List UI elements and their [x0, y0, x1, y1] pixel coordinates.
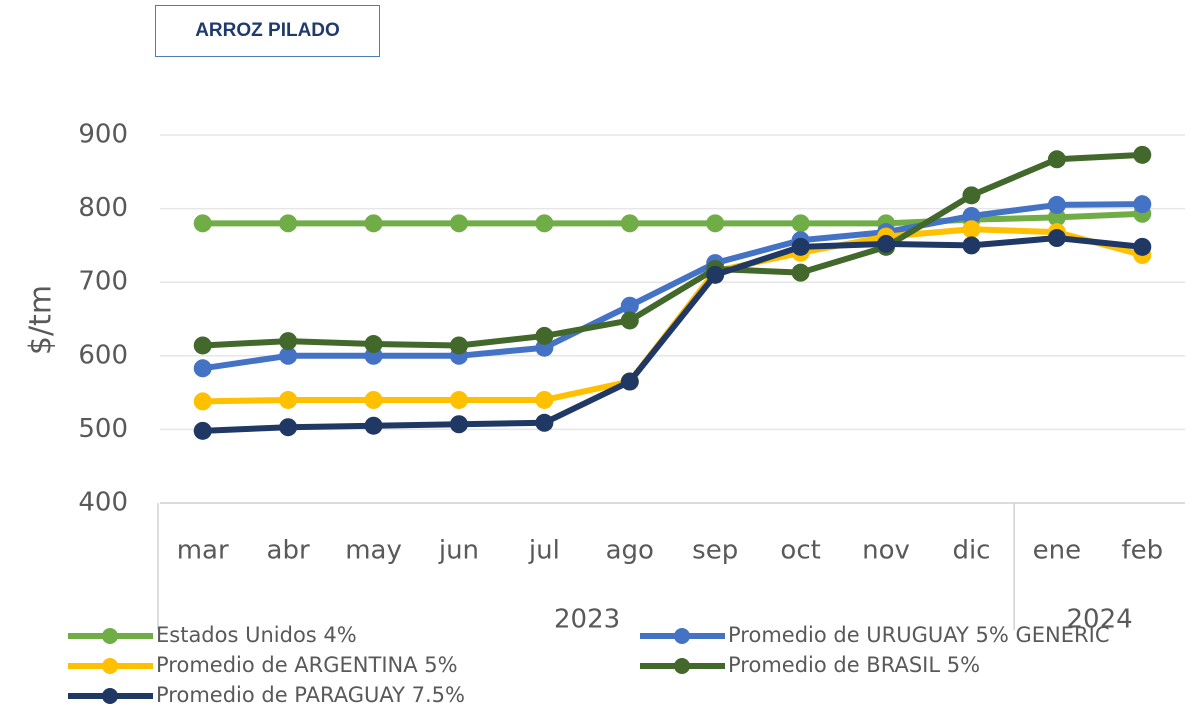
y-tick-label: 800: [78, 193, 128, 223]
data-point: [535, 326, 554, 345]
data-point: [877, 234, 896, 253]
data-point: [449, 336, 468, 355]
y-tick-label: 400: [78, 488, 128, 518]
y-axis-label: $/tm: [24, 285, 59, 355]
data-point: [535, 214, 554, 233]
data-point: [962, 206, 981, 225]
data-point: [791, 214, 810, 233]
data-point: [279, 214, 298, 233]
x-tick-label: mar: [177, 536, 229, 566]
series-line: [202, 226, 1144, 405]
data-point: [791, 237, 810, 256]
series-line: [202, 201, 1143, 372]
x-tick-label: nov: [862, 536, 910, 566]
legend-label: Promedio de ARGENTINA 5%: [156, 653, 458, 677]
data-point: [193, 336, 212, 355]
data-point: [620, 311, 639, 330]
data-point: [706, 265, 725, 284]
data-point: [1047, 208, 1066, 227]
data-point: [193, 392, 212, 411]
data-point: [706, 214, 725, 233]
x-tick-label: ago: [606, 536, 654, 566]
legend-label: Estados Unidos 4%: [156, 623, 357, 647]
data-point: [193, 421, 212, 440]
x-tick-label: abr: [267, 536, 310, 566]
data-point: [279, 346, 298, 365]
data-point: [449, 214, 468, 233]
data-point: [620, 372, 639, 391]
legend-marker: [674, 628, 690, 644]
chart-title: ARROZ PILADO: [155, 5, 380, 57]
data-point: [364, 335, 383, 354]
y-tick-label: 900: [78, 120, 128, 150]
data-point: [535, 390, 554, 409]
legend-marker: [102, 658, 118, 674]
data-point: [1047, 195, 1066, 214]
y-tick-label: 700: [78, 267, 128, 297]
x-tick-label: feb: [1121, 536, 1163, 566]
data-point: [1133, 237, 1152, 256]
data-point: [279, 418, 298, 437]
group-label: 2023: [554, 605, 620, 635]
legend-marker: [102, 628, 118, 644]
series-line: [202, 151, 1143, 349]
data-point: [279, 390, 298, 409]
x-tick-label: oct: [780, 536, 820, 566]
data-point: [620, 296, 639, 315]
data-point: [962, 220, 981, 239]
series-line: [202, 235, 1143, 434]
x-tick-label: ene: [1033, 536, 1081, 566]
x-tick-label: dic: [952, 536, 990, 566]
x-tick-label: jun: [438, 536, 479, 566]
data-point: [1133, 145, 1152, 164]
data-point: [962, 186, 981, 205]
legend-label: Promedio de PARAGUAY 7.5%: [156, 683, 465, 707]
x-tick-label: sep: [692, 536, 738, 566]
data-point: [364, 214, 383, 233]
data-point: [193, 359, 212, 378]
legend-marker: [102, 688, 118, 704]
x-tick-label: jul: [528, 536, 560, 566]
group-label: 2024: [1066, 605, 1132, 635]
data-point: [193, 214, 212, 233]
data-point: [364, 416, 383, 435]
y-tick-label: 500: [78, 414, 128, 444]
data-point: [364, 390, 383, 409]
data-point: [1047, 150, 1066, 169]
data-point: [535, 413, 554, 432]
legend-label: Promedio de BRASIL 5%: [728, 653, 980, 677]
series-line: [202, 210, 1143, 227]
data-point: [1047, 229, 1066, 248]
y-tick-label: 600: [78, 340, 128, 370]
data-point: [962, 236, 981, 255]
legend-label: Promedio de URUGUAY 5% GENERIC: [728, 623, 1109, 647]
x-tick-label: may: [345, 536, 402, 566]
data-point: [1133, 195, 1152, 214]
legend-marker: [674, 658, 690, 674]
data-point: [279, 332, 298, 351]
data-point: [620, 214, 639, 233]
data-point: [791, 263, 810, 282]
data-point: [449, 390, 468, 409]
data-point: [449, 415, 468, 434]
